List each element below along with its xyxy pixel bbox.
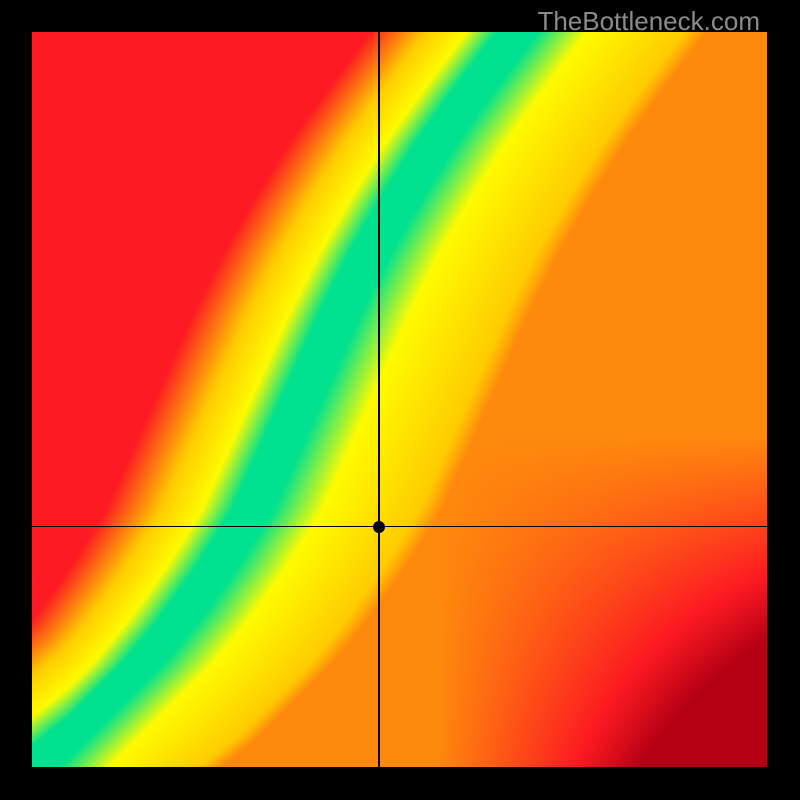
heatmap-plot [32,32,767,767]
crosshair-horizontal [32,526,767,528]
heatmap-canvas [32,32,767,767]
watermark-text: TheBottleneck.com [537,6,760,37]
data-point-marker [373,521,385,533]
crosshair-vertical [378,32,380,767]
